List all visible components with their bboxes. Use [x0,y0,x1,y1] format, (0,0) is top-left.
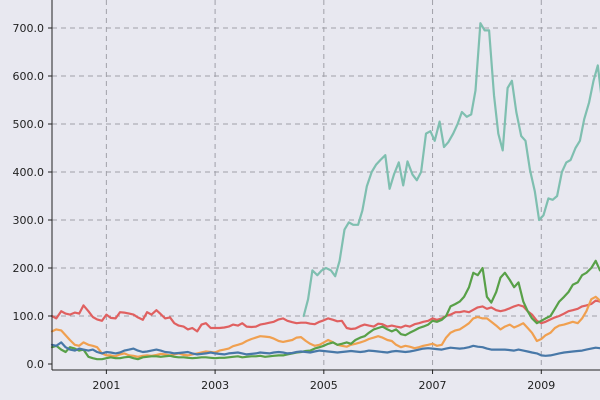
x-tick-label: 2001 [92,379,120,392]
y-tick-label: 700.0 [13,22,45,35]
series-line-5 [50,341,600,357]
series-line-2 [50,299,600,333]
x-tick-label: 2009 [527,379,555,392]
series-line-4 [50,259,600,361]
x-tick-label: 2007 [419,379,447,392]
y-tick-label: 400.0 [13,166,45,179]
tick-labels: 0.0 100.0 200.0 300.0 400.0 500.0 600.0 700.0 20… [13,22,556,392]
series-group [50,22,600,361]
series-line-1 [302,22,600,318]
y-tick-label: 200.0 [13,262,45,275]
y-tick-label: 600.0 [13,70,45,83]
x-tick-label: 2003 [201,379,229,392]
y-tick-label: 0.0 [27,358,45,371]
x-tick-label: 2005 [310,379,338,392]
axes [48,0,600,374]
y-tick-label: 500.0 [13,118,45,131]
y-tick-label: 300.0 [13,214,45,227]
y-tick-label: 100.0 [13,310,45,323]
